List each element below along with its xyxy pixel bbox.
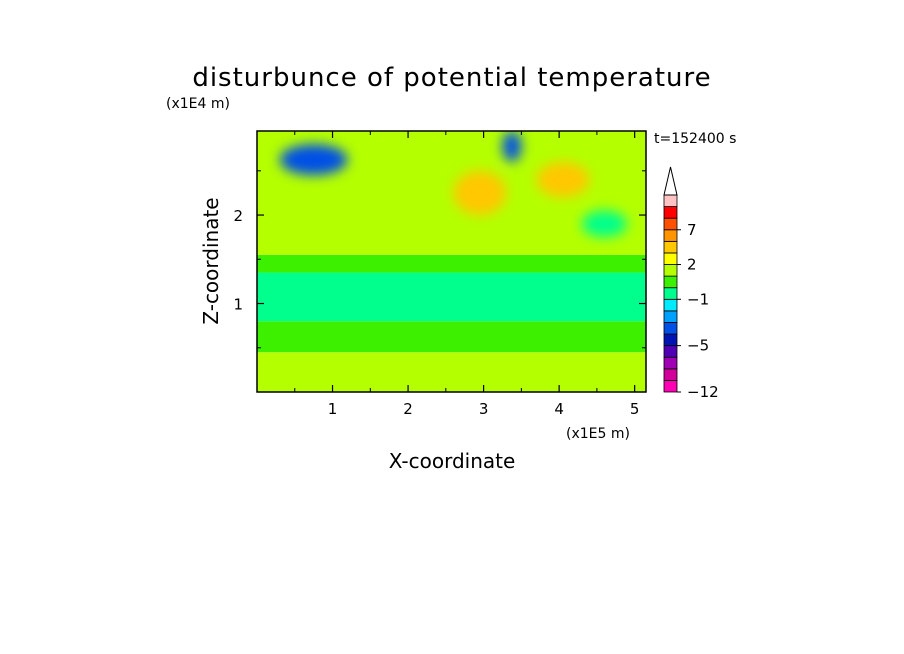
field-blob-8 bbox=[536, 161, 590, 198]
colorbar-segment-9 bbox=[663, 275, 678, 289]
field-band-1 bbox=[257, 321, 646, 353]
field-band-0 bbox=[257, 352, 646, 392]
y-tick-label-1: 1 bbox=[233, 296, 243, 314]
time-label: t=152400 s bbox=[654, 131, 736, 147]
colorbar-label-1: 2 bbox=[687, 256, 697, 274]
colorbar-segment-1 bbox=[663, 368, 678, 381]
x-tick-label-3: 3 bbox=[479, 400, 489, 418]
x-tick-label-1: 1 bbox=[328, 400, 338, 418]
field-blob-6 bbox=[502, 131, 522, 162]
colorbar-segment-5 bbox=[663, 322, 678, 335]
colorbar-segment-6 bbox=[663, 310, 678, 323]
colorbar-segment-4 bbox=[663, 333, 678, 347]
plot-frame bbox=[256, 130, 647, 393]
field-band-3 bbox=[257, 254, 646, 273]
y-scale-label: (x1E4 m) bbox=[166, 96, 230, 112]
colorbar-label-0: 7 bbox=[687, 221, 697, 239]
colorbar-segment-13 bbox=[663, 229, 678, 242]
chart-title: disturbunce of potential temperature bbox=[192, 63, 711, 93]
colorbar-segment-3 bbox=[663, 345, 678, 358]
colorbar: 7 2 −1 −5 −12 bbox=[663, 166, 719, 401]
colorbar-label-2: −1 bbox=[687, 290, 709, 308]
colorbar-segment-8 bbox=[663, 287, 678, 300]
field-blob-9 bbox=[581, 210, 628, 238]
colorbar-segment-2 bbox=[663, 356, 678, 370]
colorbar-label-4: −12 bbox=[687, 383, 719, 401]
colorbar-segment-12 bbox=[663, 240, 678, 254]
x-scale-label: (x1E5 m) bbox=[566, 426, 630, 442]
x-axis-label: X-coordinate bbox=[389, 449, 516, 473]
field-smooth-layer bbox=[279, 131, 628, 238]
x-axis-ticks: 1 2 3 4 5 bbox=[294, 131, 640, 418]
y-axis-label: Z-coordinate bbox=[199, 197, 223, 324]
contour-field bbox=[257, 131, 646, 392]
x-tick-label-5: 5 bbox=[630, 400, 640, 418]
colorbar-segment-0 bbox=[663, 380, 678, 393]
colorbar-segment-16 bbox=[663, 194, 678, 207]
x-tick-label-2: 2 bbox=[403, 400, 413, 418]
colorbar-segment-7 bbox=[663, 298, 678, 312]
y-tick-label-2: 2 bbox=[233, 207, 243, 225]
colorbar-segment-10 bbox=[663, 264, 678, 277]
y-axis-ticks: 12 bbox=[233, 170, 646, 349]
x-tick-label-4: 4 bbox=[554, 400, 564, 418]
colorbar-label-3: −5 bbox=[687, 337, 709, 355]
field-blob-7 bbox=[453, 170, 507, 216]
colorbar-segment-14 bbox=[663, 217, 678, 231]
colorbar-segment-11 bbox=[663, 252, 678, 265]
field-band-2 bbox=[257, 272, 646, 322]
colorbar-segment-15 bbox=[663, 206, 678, 219]
colorbar-extend-arrow bbox=[663, 166, 678, 196]
field-blob-5 bbox=[279, 144, 348, 176]
